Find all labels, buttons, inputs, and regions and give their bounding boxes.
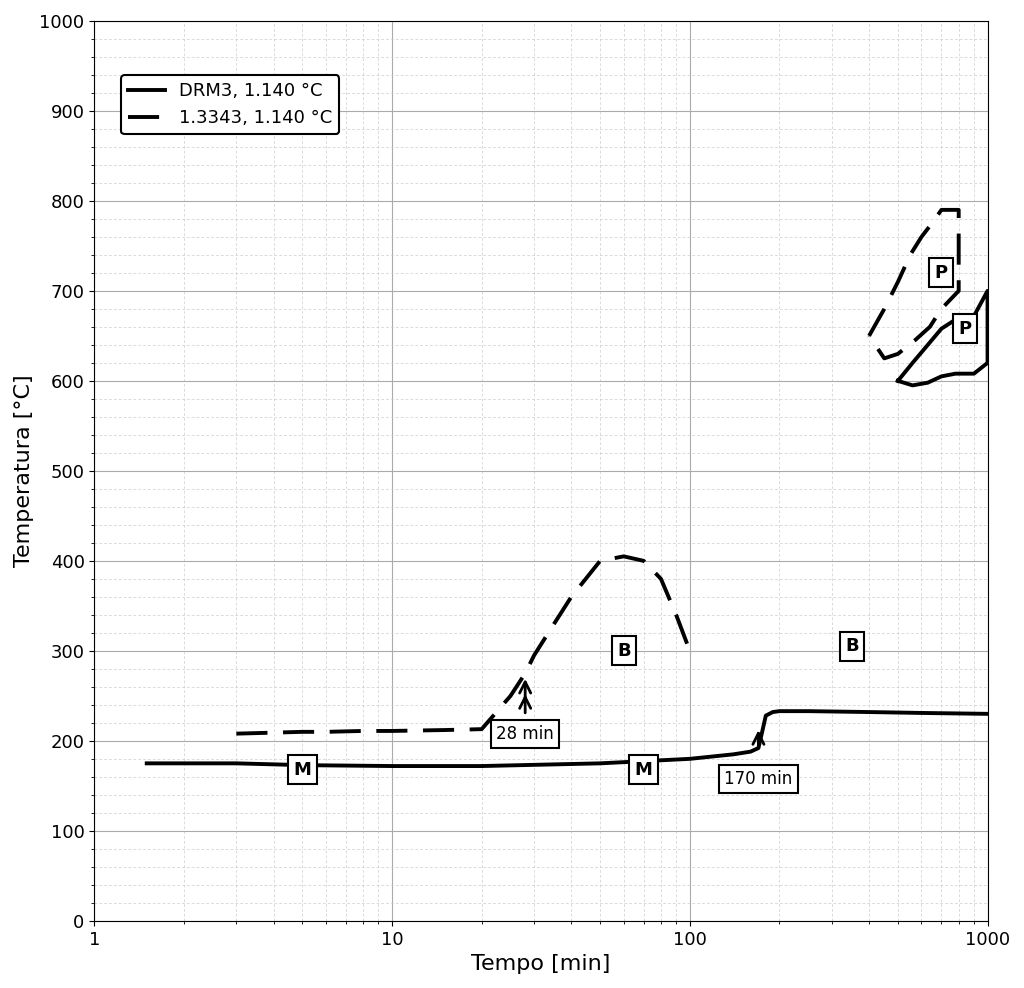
Text: P: P — [958, 320, 972, 338]
Text: P: P — [935, 264, 948, 282]
Legend: DRM3, 1.140 °C, 1.3343, 1.140 °C: DRM3, 1.140 °C, 1.3343, 1.140 °C — [121, 75, 339, 134]
Text: B: B — [616, 642, 631, 660]
X-axis label: Tempo [min]: Tempo [min] — [471, 954, 610, 974]
Text: M: M — [635, 761, 652, 779]
Text: M: M — [294, 761, 311, 779]
Text: 170 min: 170 min — [724, 770, 793, 787]
Text: B: B — [845, 637, 858, 655]
Y-axis label: Temperatura [°C]: Temperatura [°C] — [14, 374, 34, 567]
Text: 28 min: 28 min — [497, 724, 554, 743]
